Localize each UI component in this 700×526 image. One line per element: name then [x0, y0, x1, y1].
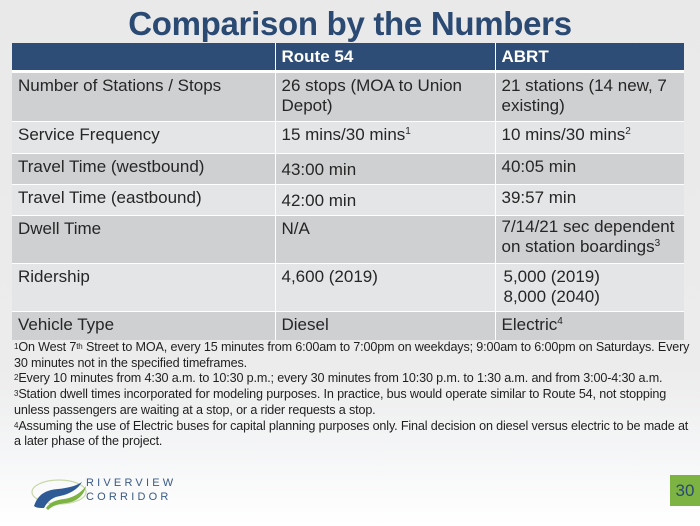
row-label: Number of Stations / Stops	[12, 71, 275, 122]
table-row: Dwell Time N/A 7/14/21 sec dependent on …	[12, 215, 684, 264]
route54-value: 26 stops (MOA to Union Depot)	[274, 71, 495, 122]
row-label: Travel Time (westbound)	[12, 153, 275, 185]
brand-name: RIVERVIEW CORRIDOR	[86, 477, 177, 503]
comparison-table: Route 54 ABRT Number of Stations / Stops…	[12, 43, 684, 340]
page-number: 30	[670, 475, 700, 506]
abrt-value-2019: 5,000 (2019)	[503, 267, 600, 286]
riverview-logo-icon	[31, 479, 87, 510]
abrt-cell: Electric4	[494, 311, 684, 340]
footnote-2: 2Every 10 minutes from 4:30 a.m. to 10:3…	[14, 371, 663, 386]
abrt-cell: 10 mins/30 mins2	[494, 121, 684, 154]
row-label: Vehicle Type	[12, 311, 275, 340]
row-label: Travel Time (eastbound)	[12, 184, 275, 216]
abrt-value: 7/14/21 sec dependent on station boardin…	[501, 217, 675, 256]
abrt-cell: 7/14/21 sec dependent on station boardin…	[494, 215, 684, 264]
route54-value: 15 mins/30 mins	[281, 125, 406, 144]
table-row: Vehicle Type Diesel Electric4	[12, 311, 684, 340]
route54-value: 4,600 (2019)	[274, 263, 495, 312]
footnotes: 1On West 7th Street to MOA, every 15 min…	[14, 340, 690, 450]
row-label: Service Frequency	[12, 121, 275, 154]
table-row: Travel Time (westbound) 43:00 min 40:05 …	[12, 153, 684, 185]
route54-value: Diesel	[274, 311, 495, 340]
abrt-value: Electric	[501, 315, 558, 334]
abrt-value: 40:05 min	[494, 153, 684, 185]
abrt-value-2040: 8,000 (2040)	[503, 287, 600, 306]
header-abrt: ABRT	[494, 43, 684, 73]
slide-title: Comparison by the Numbers	[128, 5, 572, 42]
footnote-4: 4Assuming the use of Electric buses for …	[14, 418, 689, 449]
row-label: Ridership	[12, 263, 275, 312]
route54-value: 43:00 min	[274, 153, 495, 185]
table-header-row: Route 54 ABRT	[12, 43, 684, 73]
footnote-ref: 1	[405, 126, 411, 137]
header-metric	[12, 43, 275, 73]
table-row: Number of Stations / Stops 26 stops (MOA…	[12, 71, 684, 122]
table-row: Ridership 4,600 (2019) 5,000 (2019) 8,000…	[12, 263, 684, 312]
footnote-ref: 3	[654, 238, 661, 249]
footnote-1: 1On West 7th Street to MOA, every 15 min…	[14, 340, 690, 370]
abrt-cell: 5,000 (2019) 8,000 (2040)	[494, 263, 684, 312]
footnote-ref: 2	[625, 126, 631, 137]
table-row: Travel Time (eastbound) 42:00 min 39:57 …	[12, 184, 684, 216]
route54-value: 42:00 min	[274, 184, 495, 216]
header-route54: Route 54	[274, 43, 495, 73]
route54-cell: 15 mins/30 mins1	[274, 121, 495, 154]
abrt-value: 39:57 min	[494, 184, 684, 216]
route54-value: N/A	[274, 215, 495, 264]
abrt-value: 21 stations (14 new, 7 existing)	[494, 71, 684, 122]
table-row: Service Frequency 15 mins/30 mins1 10 mi…	[12, 121, 684, 154]
footnote-ref: 4	[557, 316, 563, 327]
row-label: Dwell Time	[12, 215, 275, 264]
abrt-value: 10 mins/30 mins	[501, 125, 626, 144]
footnote-3: 3Station dwell times incorporated for mo…	[14, 387, 667, 417]
